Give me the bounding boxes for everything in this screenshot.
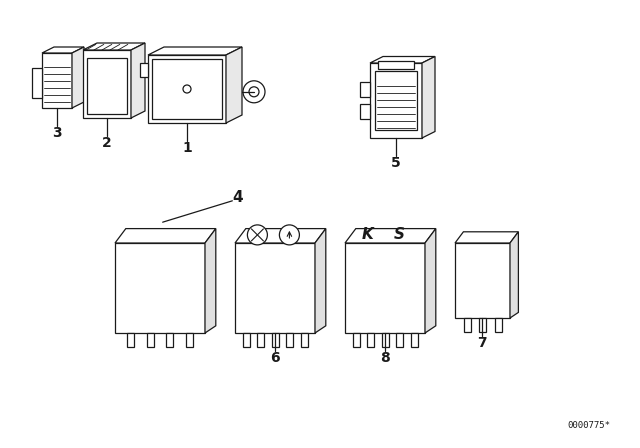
Bar (42, 53, 72, 108)
Polygon shape (226, 47, 242, 123)
Text: K: K (362, 228, 373, 242)
Bar (381, 333, 388, 347)
Polygon shape (510, 232, 518, 318)
Polygon shape (360, 82, 370, 97)
Text: 4: 4 (233, 190, 243, 204)
Bar (396, 333, 403, 347)
Polygon shape (131, 43, 145, 118)
Bar (495, 318, 502, 332)
Bar (345, 243, 425, 333)
Polygon shape (42, 47, 84, 53)
Bar (166, 333, 173, 347)
Text: 2: 2 (102, 136, 112, 150)
Polygon shape (345, 228, 436, 243)
Bar (301, 333, 307, 347)
Bar (463, 318, 470, 332)
Bar (186, 333, 193, 347)
Text: 6: 6 (270, 351, 280, 365)
Polygon shape (148, 47, 242, 55)
Text: 5: 5 (391, 156, 401, 170)
Bar (152, 59, 222, 119)
Polygon shape (83, 43, 145, 50)
Bar (148, 55, 226, 123)
Polygon shape (422, 56, 435, 138)
Polygon shape (205, 228, 216, 333)
Bar (271, 333, 278, 347)
Bar (127, 333, 134, 347)
Text: 1: 1 (182, 141, 192, 155)
Text: 7: 7 (477, 336, 487, 350)
Text: 8: 8 (380, 351, 390, 365)
Bar (479, 318, 486, 332)
Text: S: S (394, 228, 405, 242)
Bar (87, 58, 127, 114)
Text: 0000775*: 0000775* (567, 421, 610, 430)
Bar (286, 333, 293, 347)
Bar (410, 333, 417, 347)
Polygon shape (315, 228, 326, 333)
Polygon shape (360, 104, 370, 119)
Bar (370, 63, 422, 138)
Bar (455, 243, 510, 318)
Polygon shape (32, 68, 42, 98)
Bar (235, 243, 315, 333)
Bar (243, 333, 250, 347)
Bar (147, 333, 154, 347)
Circle shape (248, 225, 268, 245)
Bar (378, 61, 414, 69)
Polygon shape (115, 228, 216, 243)
Polygon shape (140, 63, 148, 77)
Polygon shape (455, 232, 518, 243)
Polygon shape (425, 228, 436, 333)
Bar (83, 50, 131, 118)
Bar (257, 333, 264, 347)
Text: 3: 3 (52, 126, 62, 140)
Circle shape (280, 225, 300, 245)
Bar (353, 333, 360, 347)
Polygon shape (72, 47, 84, 108)
Polygon shape (235, 228, 326, 243)
Polygon shape (370, 56, 435, 63)
Bar (115, 243, 205, 333)
Circle shape (243, 81, 265, 103)
Bar (375, 71, 417, 130)
Bar (367, 333, 374, 347)
